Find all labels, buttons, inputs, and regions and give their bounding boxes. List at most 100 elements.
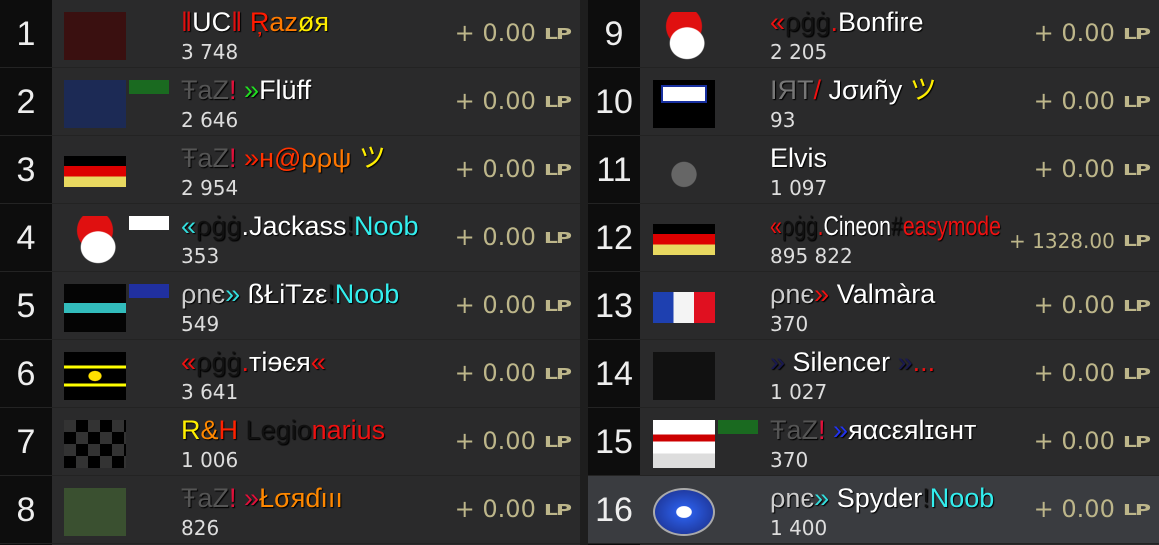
lp-logo-icon: LP (543, 501, 572, 520)
rank-number: 12 (595, 219, 633, 257)
player-score: 826 (181, 516, 220, 540)
rank-number: 15 (595, 423, 633, 461)
leaderboard-row[interactable]: 14» Silencer »... 1 027 + 0.00 LP (588, 340, 1159, 408)
rank-number: 5 (16, 287, 36, 325)
points-value: + 0.00 (454, 291, 536, 319)
leaderboard-row[interactable]: 13 ρnє» Valmàra 370 + 0.00 LP (588, 272, 1159, 340)
rank-number: 2 (16, 83, 36, 121)
name-segment: Cineon (823, 211, 891, 241)
leaderboard-row[interactable]: 10 ІЯТ/ Jσиñу ツ 93 + 0.00 LP (588, 68, 1159, 136)
points-gain: + 0.00 LP (1034, 290, 1151, 322)
omg-banana-image-avatar (64, 352, 126, 400)
points-value: + 0.00 (454, 87, 536, 115)
rank-number: 6 (16, 355, 36, 393)
points-value: + 0.00 (454, 427, 536, 455)
player-name: ρnє» ßŁiTzε!Noob (181, 278, 399, 310)
lp-logo-icon: LP (1122, 232, 1151, 251)
points-gain: + 0.00 LP (1034, 494, 1151, 526)
lp-logo-icon: LP (543, 161, 572, 180)
name-segment: ρρψ (301, 143, 352, 173)
name-segment: R (181, 415, 201, 445)
name-segment: ІЯТ (770, 75, 814, 105)
name-segment: » (244, 483, 260, 513)
player-score: 370 (770, 448, 809, 472)
name-segment: ŦaZ (181, 75, 230, 105)
leaderboard-row[interactable]: 5 ρnє» ßŁiTzε!Noob 549 + 0.00 LP (0, 272, 580, 340)
player-name: ρnє» Valmàra (770, 278, 935, 310)
player-name: ŦaZ! »Łσяɗııı (181, 482, 343, 514)
leaderboard-row[interactable]: 8 ŦaZ! »Łσяɗııı 826 + 0.00 LP (0, 476, 580, 544)
rank-number: 10 (595, 83, 633, 121)
lp-logo-icon: LP (543, 25, 572, 44)
lp-logo-icon: LP (1122, 93, 1151, 112)
leaderboard-row[interactable]: 16 ρnє» Spyder!Noob 1 400 + 0.00 LP (588, 476, 1159, 544)
points-value: + 0.00 (1033, 155, 1115, 183)
name-segment: Elvis (770, 143, 828, 173)
player-badge-icon (718, 420, 758, 434)
germany-flag-avatar (64, 156, 126, 187)
name-segment: ŦaZ (770, 415, 819, 445)
name-segment: » (244, 75, 260, 105)
name-segment: ! (922, 483, 930, 513)
checkered-flag-avatar (64, 420, 126, 468)
name-segment: ! (229, 483, 245, 513)
leaderboard-row[interactable]: 9 «ρġġ.Bonfire 2 205 + 0.00 LP (588, 0, 1159, 68)
name-segment: Legio (245, 415, 312, 445)
robot-head-avatar (653, 148, 715, 196)
rank-number: 9 (604, 15, 624, 53)
noobies-logo-avatar (64, 284, 126, 332)
rank-number: 4 (16, 219, 36, 257)
points-gain: + 0.00 LP (454, 290, 572, 322)
points-value: + 0.00 (1033, 359, 1115, 387)
leaderboard-row[interactable]: 12 «ρġġ.Cineon#easymode 895 822 + 1328.00 LP (588, 204, 1159, 272)
rank-number: 8 (16, 491, 36, 529)
leaderboard-row[interactable]: 15 ŦaZ! »яαcεяlɪɢнт 370 + 0.00 LP (588, 408, 1159, 476)
leaderboard-row[interactable]: 11 Elvis 1 097 + 0.00 LP (588, 136, 1159, 204)
name-segment: Noob (334, 279, 400, 309)
go-cats-sign-avatar (653, 80, 715, 128)
player-name: ŦaZ! »яαcεяlɪɢнт (770, 414, 976, 446)
leaderboard-row[interactable]: 6 «ρġġ.тiɘєя« 3 641 + 0.00 LP (0, 340, 580, 408)
name-segment: ‖ (181, 7, 193, 37)
player-badge-icon (129, 284, 169, 298)
lp-logo-icon: LP (543, 433, 572, 452)
rank-number: 7 (16, 423, 36, 461)
points-value: + 0.00 (454, 19, 536, 47)
name-segment: тiɘєя (248, 347, 311, 377)
points-gain: + 0.00 LP (1033, 154, 1151, 186)
player-name: ŦaZ! »н@ρρψ ツ (181, 142, 386, 174)
points-gain: + 1328.00 LP (1009, 226, 1151, 257)
player-name: ІЯТ/ Jσиñу ツ (770, 74, 937, 106)
player-name: » Silencer »... (770, 346, 935, 378)
name-segment: Flüff (259, 75, 312, 105)
name-segment: ... (912, 347, 936, 377)
name-segment: ! (818, 415, 834, 445)
name-segment: ρnє (181, 279, 226, 309)
leaderboard-left-column: 1 ‖UC‖ Ŗazøя 3 748 + 0.00 LP 2 ŦaZ! »Flüff 2 64… (0, 0, 580, 545)
pgg-logo-avatar (64, 216, 126, 264)
name-segment: Ŗ (249, 7, 270, 37)
player-name: «ρġġ.Jackass!Noob (181, 210, 419, 242)
name-segment: яαcεяlɪɢнт (848, 415, 977, 445)
leaderboard-row[interactable]: 4 «ρġġ.Jackass!Noob 353 + 0.00 LP (0, 204, 580, 272)
lp-logo-icon: LP (1122, 25, 1151, 44)
leaderboard-row[interactable]: 1 ‖UC‖ Ŗazøя 3 748 + 0.00 LP (0, 0, 580, 68)
player-name: ρnє» Spyder!Noob (770, 482, 994, 514)
lp-logo-icon: LP (1122, 365, 1151, 384)
name-segment: » (814, 279, 837, 309)
rank-column (588, 0, 640, 545)
name-segment: øя (297, 7, 329, 37)
leaderboard-row[interactable]: 2 ŦaZ! »Flüff 2 646 + 0.00 LP (0, 68, 580, 136)
player-score: 2 205 (770, 40, 828, 64)
name-segment: Valmàra (836, 279, 936, 309)
germany-flag-avatar (653, 224, 715, 255)
name-segment: & (200, 415, 219, 445)
name-segment: Bonfire (837, 7, 924, 37)
lp-logo-icon: LP (1122, 297, 1151, 316)
name-segment: Noob (354, 211, 419, 241)
name-segment: » (770, 347, 793, 377)
name-segment: ツ (902, 75, 937, 105)
player-score: 3 748 (181, 40, 239, 64)
leaderboard-row[interactable]: 7 R&H Legionarius 1 006 + 0.00 LP (0, 408, 580, 476)
